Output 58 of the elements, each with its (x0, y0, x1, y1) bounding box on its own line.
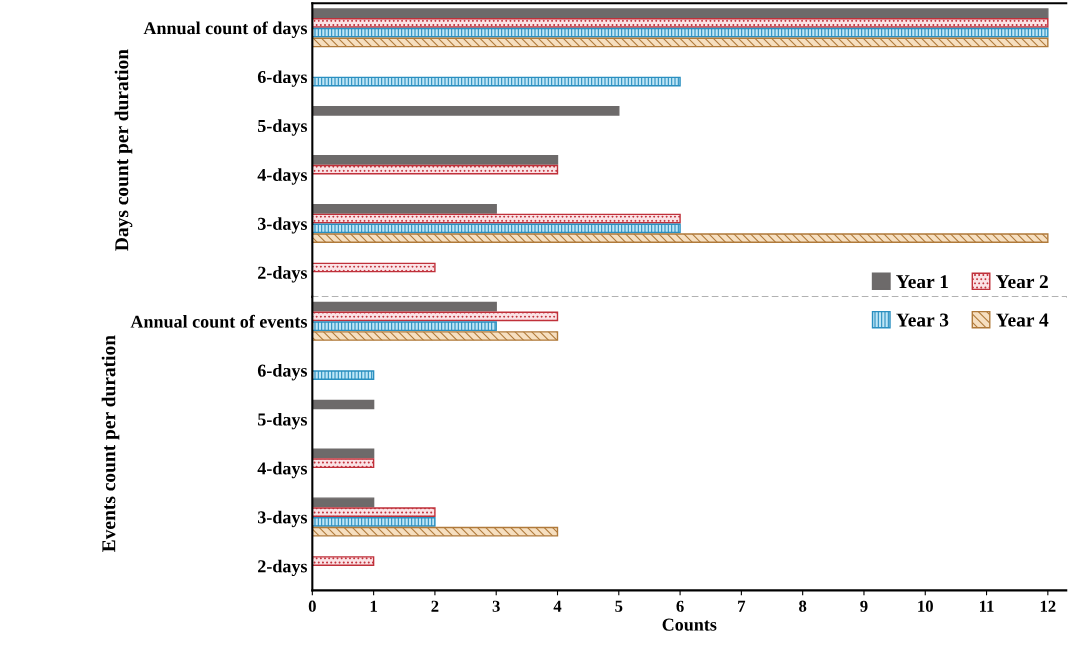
bar (312, 507, 436, 517)
bar (312, 301, 497, 312)
bar (312, 106, 620, 116)
y-tick-label: 2-days (258, 559, 308, 577)
y-tick-label: 3-days (257, 217, 308, 234)
bar (312, 399, 375, 410)
y-tick-label: 6-days (257, 70, 308, 87)
bar (312, 203, 497, 214)
bar (312, 213, 681, 224)
y-tick-label: 5-days (258, 119, 308, 136)
legend-label: Year 4 (995, 313, 1049, 327)
bar (312, 517, 436, 527)
bar (312, 497, 375, 508)
y-tick-label: 3-days (257, 510, 308, 528)
bar (312, 458, 375, 469)
y-axis-title: Events count per duration (101, 335, 120, 552)
bar (312, 223, 681, 234)
legend-label: Year 3 (896, 313, 949, 327)
legend-label: Year 1 (896, 275, 948, 289)
bar (312, 526, 559, 537)
y-tick-label: 4-days (257, 461, 308, 479)
bar (312, 321, 497, 332)
x-tick-label: 9 (860, 600, 868, 612)
bar (312, 233, 1049, 243)
x-tick-label: 10 (918, 600, 933, 612)
y-tick-label: Annual count of days (143, 21, 308, 38)
x-tick-label: 5 (615, 600, 623, 612)
x-axis-title: Counts (662, 618, 717, 631)
y-tick-label: 5-days (258, 412, 308, 430)
bar (312, 448, 375, 459)
bar (312, 76, 681, 87)
bar (312, 37, 1049, 48)
x-tick-label: 2 (431, 600, 439, 612)
x-tick-label: 0 (308, 600, 316, 612)
y-tick-label: 4-days (257, 168, 308, 185)
legend-label: Year 2 (995, 275, 1048, 289)
bar (312, 331, 559, 341)
y-axis-title: Days count per duration (114, 49, 133, 251)
x-tick-label: 11 (980, 600, 994, 612)
bar (312, 370, 375, 380)
x-tick-label: 12 (1040, 600, 1056, 612)
x-tick-label: 1 (370, 600, 377, 612)
x-tick-label: 3 (492, 600, 500, 612)
bar (312, 8, 1049, 18)
bar (312, 27, 1049, 38)
y-tick-label: 6-days (257, 363, 308, 381)
x-tick-label: 7 (738, 600, 746, 612)
x-tick-label: 4 (553, 600, 562, 612)
bar (312, 17, 1049, 28)
bar (312, 154, 559, 165)
y-tick-label: 2-days (258, 266, 308, 283)
bar (312, 311, 559, 322)
bar (312, 556, 375, 566)
bar (312, 262, 436, 273)
x-tick-label: 6 (676, 600, 684, 612)
y-tick-label: Annual count of events (130, 314, 308, 328)
x-tick-label: 8 (799, 600, 807, 612)
bar (312, 164, 559, 175)
